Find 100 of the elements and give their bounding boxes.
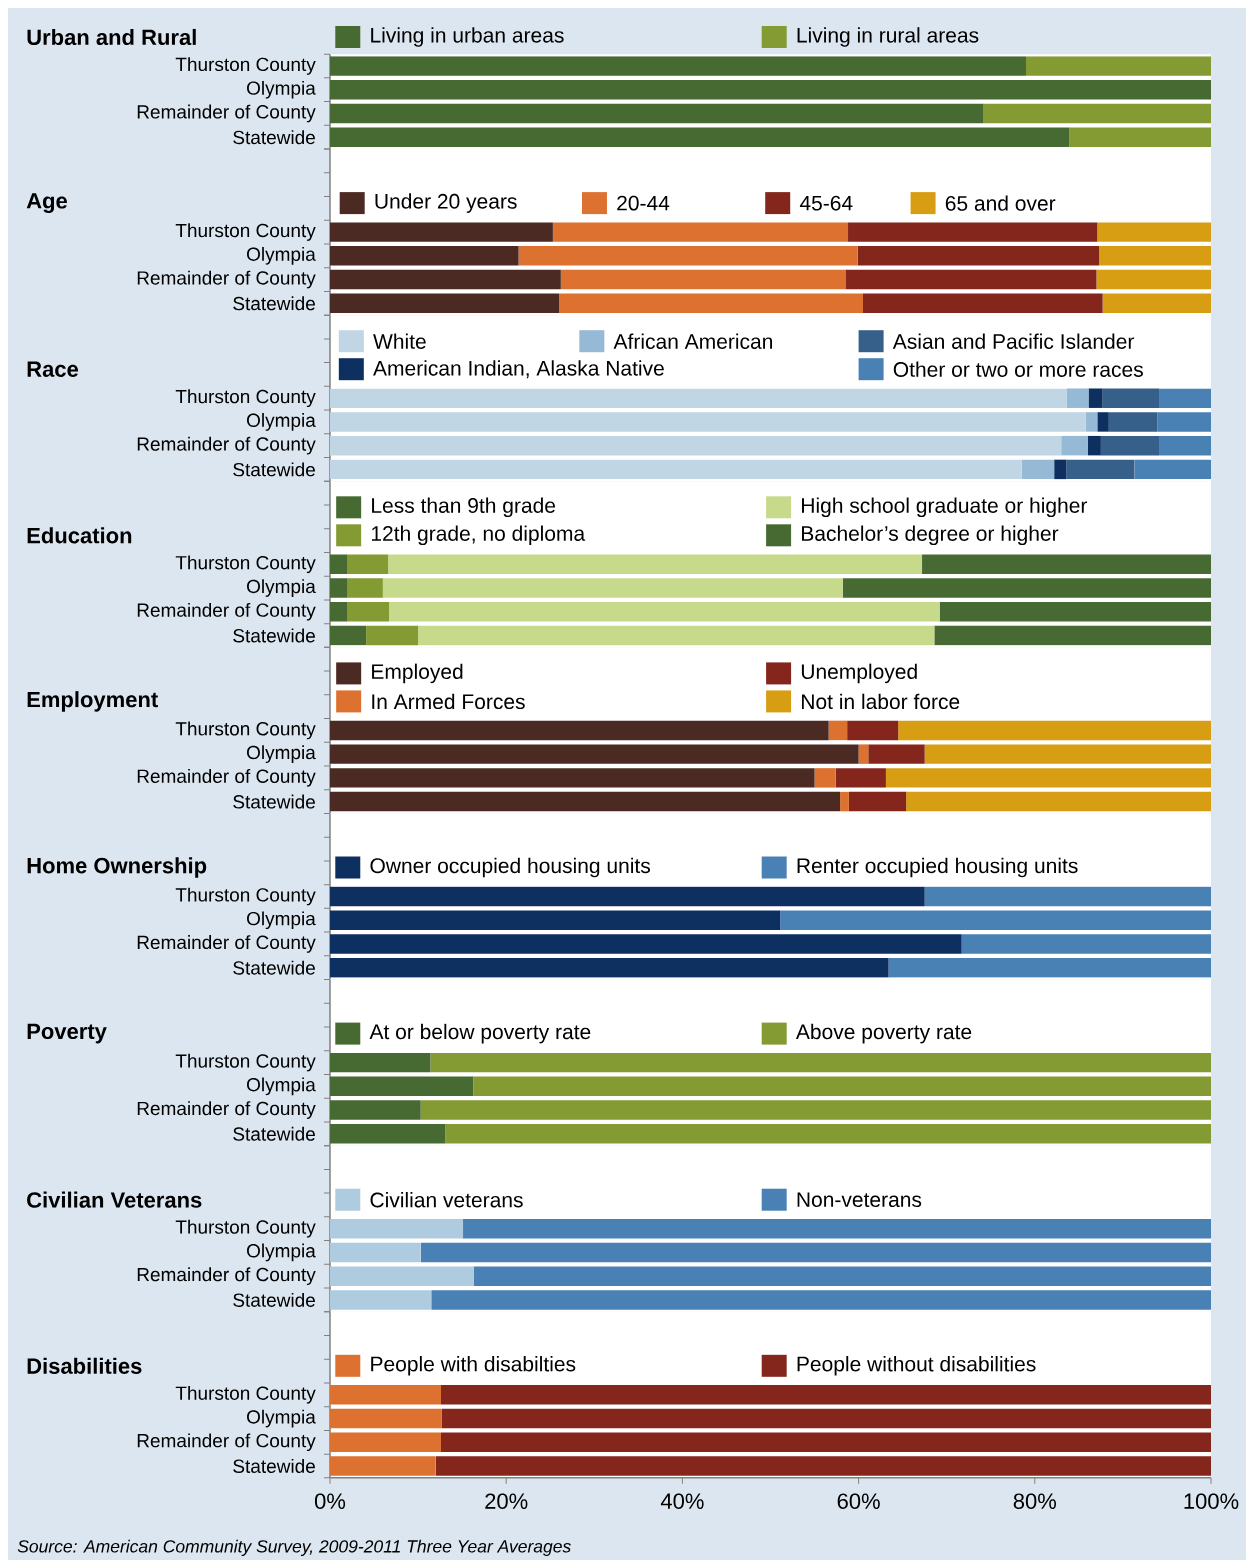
bar (330, 910, 781, 930)
bar (1100, 435, 1160, 456)
bar (435, 1456, 1211, 1476)
bar (1157, 412, 1211, 432)
bar (330, 103, 984, 124)
text: Disabilities (27, 1357, 142, 1374)
bar (330, 554, 348, 575)
bar (330, 412, 1086, 432)
bar (330, 1408, 442, 1429)
y-tick-label: Statewide (233, 628, 315, 643)
bar (983, 103, 1211, 124)
y-tick-label: Thurston County (175, 1385, 316, 1404)
x-tick-label: 60% (837, 1493, 880, 1509)
bar (330, 80, 1211, 100)
bar (868, 744, 925, 764)
bar (420, 1242, 1211, 1263)
bar (347, 602, 390, 622)
bar (389, 602, 940, 622)
y-tick-label: Olympia (247, 413, 316, 431)
bar (1097, 222, 1211, 242)
bar (1066, 459, 1135, 480)
bar (552, 222, 849, 242)
bar (473, 1266, 1211, 1286)
bar (330, 1076, 474, 1097)
bar (330, 293, 560, 314)
bar (330, 578, 348, 598)
y-tick-label: Olympia (247, 246, 316, 265)
y-tick-label: Remainder of County (137, 104, 316, 123)
y-tick-label: Statewide (233, 130, 315, 145)
legend-label: Renter occupied housing units (797, 857, 1078, 878)
bar (858, 744, 869, 764)
legend-label: Under 20 years (375, 193, 517, 213)
bar (420, 1100, 1211, 1120)
y-tick-label: Olympia (247, 80, 316, 99)
source-note: Source: American Community Survey, 2009-2011 Three Year Averages (17, 1539, 571, 1557)
bar (518, 246, 858, 266)
y-tick-label: Remainder of County (137, 1433, 316, 1452)
legend-label: Living in urban areas (371, 27, 564, 47)
bar (473, 1076, 1211, 1097)
bar (330, 1432, 442, 1452)
y-tick-label: Remainder of County (137, 935, 316, 953)
bar (330, 459, 1022, 480)
bar (857, 246, 1100, 266)
legend-label: Non-veterans (797, 1192, 922, 1208)
bar (382, 578, 843, 598)
x-tick-label: 0% (314, 1493, 346, 1509)
bar (441, 1408, 1211, 1429)
bar (1096, 269, 1211, 290)
bar (939, 602, 1211, 622)
bar (1085, 412, 1098, 432)
x-tick-label: 20% (485, 1493, 528, 1509)
bar (330, 1100, 421, 1120)
bar (1099, 246, 1211, 266)
bar (1102, 388, 1160, 408)
legend-label: Civilian veterans (370, 1192, 523, 1208)
legend-label: Employed (372, 663, 463, 684)
bar (330, 957, 889, 978)
bar (847, 720, 899, 741)
bar (1088, 388, 1103, 408)
bar (366, 625, 419, 646)
bar (1108, 412, 1158, 432)
bar (842, 578, 1211, 598)
bar (330, 720, 829, 741)
legend-label: Living in rural areas (797, 27, 979, 47)
y-tick-label: Statewide (233, 1126, 315, 1141)
legend-label: African American (613, 333, 773, 349)
bar (1061, 435, 1088, 456)
y-tick-label: Remainder of County (137, 436, 316, 455)
bar (330, 1124, 446, 1144)
legend-label: People with disabilties (371, 1356, 576, 1376)
bar (445, 1124, 1211, 1144)
legend-label: Other or two or more races (893, 361, 1143, 377)
bar (560, 269, 846, 290)
y-tick-label: Olympia (247, 1409, 316, 1428)
legend-label: 20-44 (617, 195, 670, 211)
bar (330, 1266, 474, 1286)
y-tick-label: Remainder of County (137, 270, 316, 289)
legend-label: White (373, 333, 426, 349)
bar (1159, 435, 1211, 456)
bar (330, 625, 367, 646)
bar (840, 791, 849, 812)
legend-label: American Indian, Alaska Native (373, 360, 664, 379)
bar (330, 1218, 464, 1239)
bar (330, 1385, 442, 1405)
y-tick-label: Thurston County (175, 721, 316, 740)
bar (330, 435, 1062, 456)
y-tick-label: Remainder of County (137, 1101, 316, 1119)
bar (934, 625, 1211, 646)
text: Civilian Veterans (27, 1191, 202, 1208)
bar (347, 554, 389, 575)
y-tick-label: Thurston County (175, 223, 316, 241)
bar (924, 744, 1211, 764)
bar (431, 1290, 1211, 1310)
bar (1097, 412, 1109, 432)
y-tick-label: Statewide (233, 960, 315, 975)
bar (1025, 56, 1211, 76)
bar (330, 1242, 421, 1263)
bar (330, 791, 841, 812)
bar (814, 768, 836, 788)
y-tick-label: Statewide (233, 1459, 315, 1473)
